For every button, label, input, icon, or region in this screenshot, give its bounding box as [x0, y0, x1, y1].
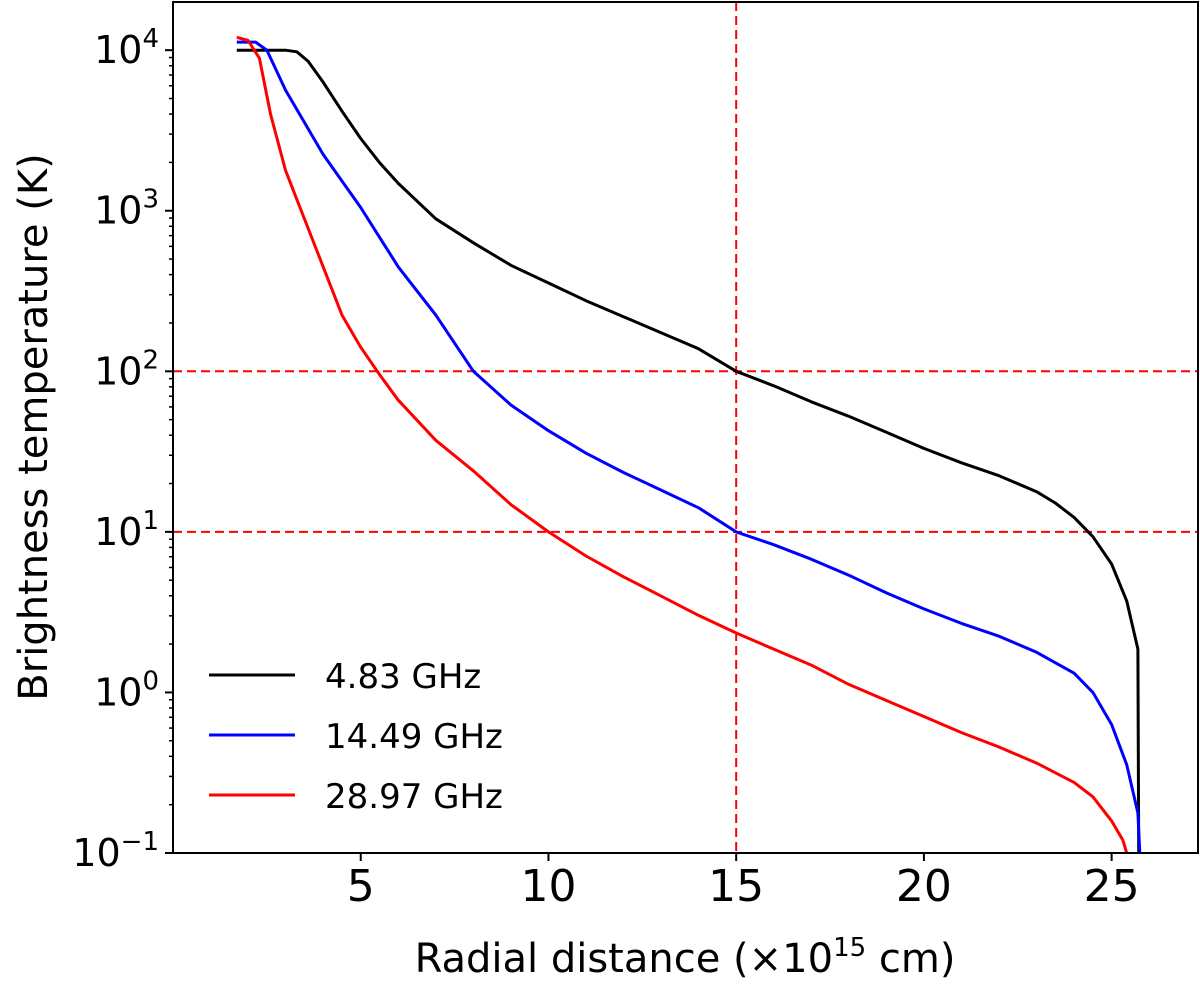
x-tick-label-1: 10 [520, 861, 576, 912]
x-axis-title-exponent: 15 [833, 933, 866, 963]
legend-label-4-83: 4.83 GHz [325, 657, 481, 697]
legend: 4.83 GHz 14.49 GHz 28.97 GHz [209, 657, 503, 817]
x-axis-title: Radial distance (×1015 cm) [415, 933, 956, 982]
x-tick-label-3: 20 [896, 861, 952, 912]
x-tick-label-4: 25 [1084, 861, 1140, 912]
y-axis-title: Brightness temperature (K) [11, 153, 57, 700]
legend-label-28-97: 28.97 GHz [325, 777, 503, 817]
series-line-2 [236, 35, 1129, 853]
x-tick-label-2: 15 [708, 861, 764, 912]
y-tick-label-2: 102 [94, 345, 159, 393]
y-tick-label-3: 101 [94, 506, 159, 554]
plot-frame [172, 1, 1199, 854]
x-axis-title-unit: cm) [866, 936, 955, 982]
x-axis-title-main: Radial distance (×10 [415, 936, 834, 982]
legend-label-14-49: 14.49 GHz [325, 717, 503, 757]
y-tick-label-1: 103 [94, 185, 159, 233]
y-tick-label-0: 104 [94, 24, 159, 72]
series-line-1 [236, 40, 1142, 853]
y-tick-label-5: 10−1 [72, 827, 159, 875]
y-tick-label-4: 100 [94, 666, 159, 714]
x-tick-label-0: 5 [347, 861, 375, 912]
series-line-0 [236, 48, 1141, 853]
